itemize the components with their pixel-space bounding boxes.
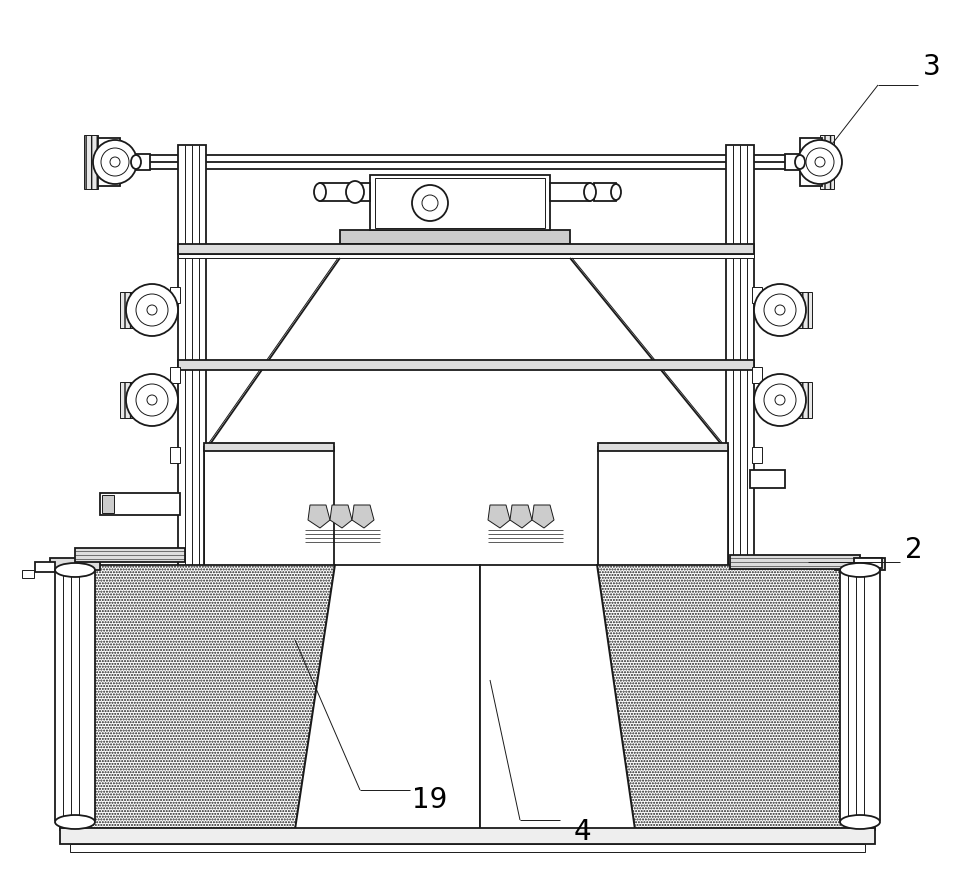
Circle shape bbox=[763, 294, 795, 326]
Bar bbox=[70, 844, 864, 852]
Text: 2: 2 bbox=[904, 536, 922, 564]
Bar bbox=[370, 175, 550, 230]
Circle shape bbox=[110, 157, 120, 167]
Bar bbox=[598, 447, 727, 627]
Polygon shape bbox=[488, 505, 510, 528]
Circle shape bbox=[136, 384, 168, 416]
Bar bbox=[800, 138, 821, 186]
Bar bbox=[795, 382, 811, 418]
Text: 4: 4 bbox=[573, 818, 590, 846]
Ellipse shape bbox=[610, 184, 620, 200]
Bar bbox=[170, 287, 180, 303]
Bar bbox=[853, 558, 882, 568]
Ellipse shape bbox=[583, 183, 596, 201]
Polygon shape bbox=[308, 505, 330, 528]
Bar bbox=[102, 495, 113, 513]
Circle shape bbox=[147, 395, 157, 405]
Ellipse shape bbox=[314, 183, 326, 201]
Circle shape bbox=[774, 395, 784, 405]
Circle shape bbox=[805, 148, 833, 176]
Polygon shape bbox=[60, 565, 335, 830]
Bar bbox=[178, 360, 753, 370]
Ellipse shape bbox=[55, 563, 95, 577]
Bar bbox=[170, 367, 180, 383]
Bar bbox=[204, 447, 334, 627]
Ellipse shape bbox=[840, 563, 879, 577]
Bar bbox=[98, 138, 120, 186]
Ellipse shape bbox=[55, 815, 95, 829]
Text: 19: 19 bbox=[412, 786, 447, 814]
Bar bbox=[594, 183, 616, 201]
Circle shape bbox=[126, 284, 178, 336]
Bar bbox=[22, 570, 34, 578]
Bar bbox=[820, 135, 833, 189]
Bar bbox=[784, 154, 801, 170]
Ellipse shape bbox=[840, 815, 879, 829]
Bar bbox=[725, 145, 753, 675]
Circle shape bbox=[126, 374, 178, 426]
Text: 3: 3 bbox=[923, 53, 940, 81]
Bar bbox=[84, 135, 98, 189]
Polygon shape bbox=[352, 505, 374, 528]
Ellipse shape bbox=[346, 181, 364, 203]
Bar bbox=[120, 292, 136, 328]
Bar bbox=[100, 493, 180, 515]
Circle shape bbox=[421, 195, 437, 211]
Circle shape bbox=[774, 305, 784, 315]
Bar bbox=[598, 443, 727, 451]
Bar bbox=[178, 254, 753, 258]
Polygon shape bbox=[532, 505, 554, 528]
Bar bbox=[178, 145, 206, 675]
Polygon shape bbox=[597, 565, 874, 830]
Bar bbox=[751, 447, 761, 463]
Bar bbox=[35, 562, 55, 572]
Circle shape bbox=[763, 384, 795, 416]
Bar bbox=[751, 367, 761, 383]
Polygon shape bbox=[294, 565, 479, 830]
Bar bbox=[550, 183, 589, 201]
Bar bbox=[50, 558, 100, 570]
Circle shape bbox=[797, 140, 841, 184]
Circle shape bbox=[147, 305, 157, 315]
Bar bbox=[834, 558, 884, 570]
Polygon shape bbox=[330, 505, 352, 528]
Circle shape bbox=[814, 157, 824, 167]
Polygon shape bbox=[479, 565, 635, 830]
Bar bbox=[60, 828, 874, 844]
Circle shape bbox=[753, 374, 805, 426]
Bar bbox=[55, 570, 95, 820]
Ellipse shape bbox=[794, 155, 804, 169]
Bar bbox=[204, 443, 334, 451]
Circle shape bbox=[136, 294, 168, 326]
Circle shape bbox=[92, 140, 137, 184]
Bar bbox=[375, 178, 544, 228]
Bar bbox=[339, 230, 569, 244]
Bar bbox=[75, 548, 185, 562]
Circle shape bbox=[412, 185, 448, 221]
Bar bbox=[795, 292, 811, 328]
Bar bbox=[136, 154, 150, 170]
Bar bbox=[840, 570, 879, 820]
Ellipse shape bbox=[131, 155, 141, 169]
Bar bbox=[751, 287, 761, 303]
Bar bbox=[178, 244, 753, 254]
Bar bbox=[729, 555, 859, 569]
Polygon shape bbox=[510, 505, 532, 528]
Bar bbox=[170, 447, 180, 463]
Circle shape bbox=[753, 284, 805, 336]
Bar bbox=[120, 382, 136, 418]
Circle shape bbox=[101, 148, 129, 176]
Bar bbox=[319, 183, 370, 201]
Bar bbox=[749, 470, 784, 488]
